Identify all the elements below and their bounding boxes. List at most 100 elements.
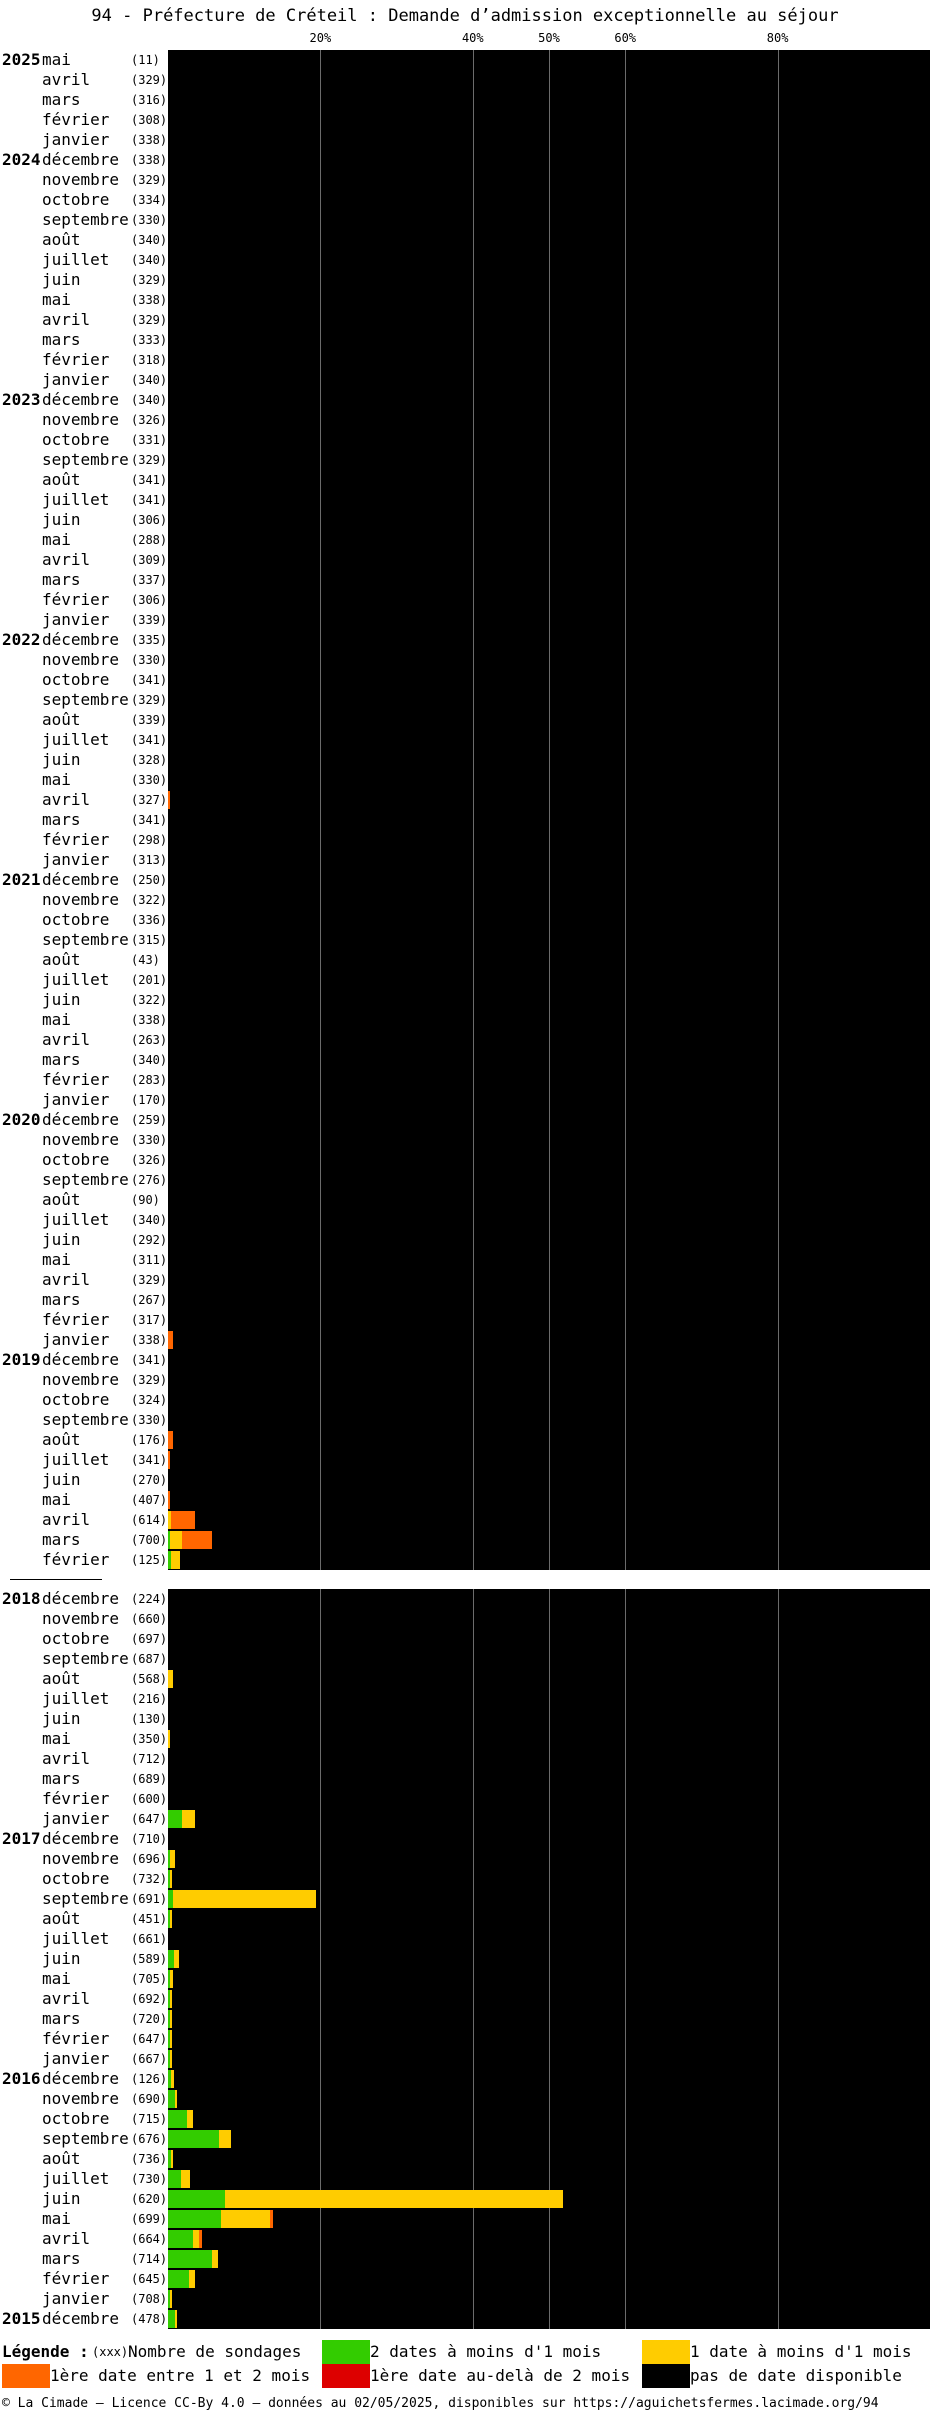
survey-count: (660) xyxy=(131,1612,168,1626)
survey-count: (335) xyxy=(131,633,168,647)
survey-count: (736) xyxy=(131,2152,168,2166)
month-label: mars xyxy=(42,90,81,109)
survey-count: (341) xyxy=(131,473,168,487)
month-label: juillet xyxy=(42,2169,110,2188)
month-label: mars xyxy=(42,570,81,589)
survey-count: (340) xyxy=(131,1213,168,1227)
survey-count: (689) xyxy=(131,1772,168,1786)
month-label: décembre xyxy=(42,150,120,169)
month-label: mars xyxy=(42,1530,81,1549)
survey-count: (647) xyxy=(131,2032,168,2046)
month-label: août xyxy=(42,1669,81,1688)
month-label: mai xyxy=(42,1969,71,1988)
month-label: décembre xyxy=(42,2069,120,2088)
month-label: avril xyxy=(42,1989,91,2008)
survey-count: (298) xyxy=(131,833,168,847)
bar-segment xyxy=(193,2230,200,2248)
month-label: août xyxy=(42,470,81,489)
bar-segment xyxy=(168,2310,175,2328)
month-label: septembre xyxy=(42,450,129,469)
bar-segment xyxy=(168,2170,181,2188)
bar-segment xyxy=(170,2010,173,2028)
month-label: février xyxy=(42,1310,110,1329)
survey-count: (224) xyxy=(131,1592,168,1606)
gridline xyxy=(472,1589,474,2329)
bar-segment xyxy=(168,791,171,809)
survey-count: (43) xyxy=(131,953,160,967)
bar-segment xyxy=(168,2070,172,2088)
survey-count: (690) xyxy=(131,2092,168,2106)
survey-count: (340) xyxy=(131,233,168,247)
survey-count: (331) xyxy=(131,433,168,447)
bar-segment xyxy=(168,1850,170,1868)
survey-count: (176) xyxy=(131,1433,168,1447)
month-label: mars xyxy=(42,1290,81,1309)
survey-count: (338) xyxy=(131,1013,168,1027)
plot-area xyxy=(168,50,930,1570)
month-label: avril xyxy=(42,790,91,809)
month-label: mai xyxy=(42,530,71,549)
survey-count: (317) xyxy=(131,1313,168,1327)
legend-swatch-yellow xyxy=(642,2340,690,2364)
survey-count: (697) xyxy=(131,1632,168,1646)
survey-count: (329) xyxy=(131,1273,168,1287)
month-label: mars xyxy=(42,810,81,829)
month-label: janvier xyxy=(42,610,110,629)
legend-label-green: 2 dates à moins d'1 mois xyxy=(370,2342,602,2361)
month-label: août xyxy=(42,950,81,969)
legend-count-token: (xxx) xyxy=(92,2345,129,2359)
month-label: juillet xyxy=(42,1689,110,1708)
survey-count: (130) xyxy=(131,1712,168,1726)
bar-segment xyxy=(168,1451,170,1469)
month-label: avril xyxy=(42,1270,91,1289)
gridline xyxy=(320,1589,322,2329)
x-tick-label: 20% xyxy=(309,31,332,45)
month-label: août xyxy=(42,2149,81,2168)
month-label: décembre xyxy=(42,1110,120,1129)
bar-segment xyxy=(168,1431,173,1449)
survey-count: (330) xyxy=(131,1413,168,1427)
bar-segment xyxy=(170,1970,173,1988)
bar-segment xyxy=(174,1950,179,1968)
month-label: décembre xyxy=(42,1350,120,1369)
month-label: octobre xyxy=(42,1390,110,1409)
month-label: novembre xyxy=(42,1370,120,1389)
survey-count: (309) xyxy=(131,553,168,567)
bar-segment xyxy=(168,1970,171,1988)
month-label: novembre xyxy=(42,1130,120,1149)
month-label: novembre xyxy=(42,890,120,909)
month-label: août xyxy=(42,1430,81,1449)
bar-segment xyxy=(174,2310,178,2328)
bar-segment xyxy=(170,1870,172,1888)
bar-segment xyxy=(168,1950,175,1968)
month-label: novembre xyxy=(42,170,120,189)
bar-segment xyxy=(168,1890,173,1908)
survey-count: (340) xyxy=(131,253,168,267)
bar-segment xyxy=(168,1551,172,1569)
month-label: novembre xyxy=(42,1849,120,1868)
month-label: décembre xyxy=(42,1829,120,1848)
month-label: novembre xyxy=(42,2089,120,2108)
survey-count: (338) xyxy=(131,153,168,167)
survey-count: (330) xyxy=(131,1133,168,1147)
gridline xyxy=(549,1589,550,2329)
bar-segment xyxy=(168,2230,194,2248)
bar-segment xyxy=(170,1850,175,1868)
month-label: octobre xyxy=(42,910,110,929)
survey-count: (341) xyxy=(131,493,168,507)
month-label: avril xyxy=(42,550,91,569)
month-label: juin xyxy=(42,1709,81,1728)
survey-count: (339) xyxy=(131,613,168,627)
month-label: février xyxy=(42,2029,110,2048)
legend-swatch-orange xyxy=(2,2364,50,2388)
month-label: octobre xyxy=(42,430,110,449)
bar-segment xyxy=(170,1910,172,1928)
survey-count: (329) xyxy=(131,313,168,327)
legend-swatch-green xyxy=(322,2340,370,2364)
gridline xyxy=(625,50,627,1570)
bar-segment xyxy=(171,2150,174,2168)
month-label: novembre xyxy=(42,1609,120,1628)
bar-segment xyxy=(168,2130,220,2148)
month-label: mars xyxy=(42,1769,81,1788)
x-tick-label: 80% xyxy=(766,31,789,45)
